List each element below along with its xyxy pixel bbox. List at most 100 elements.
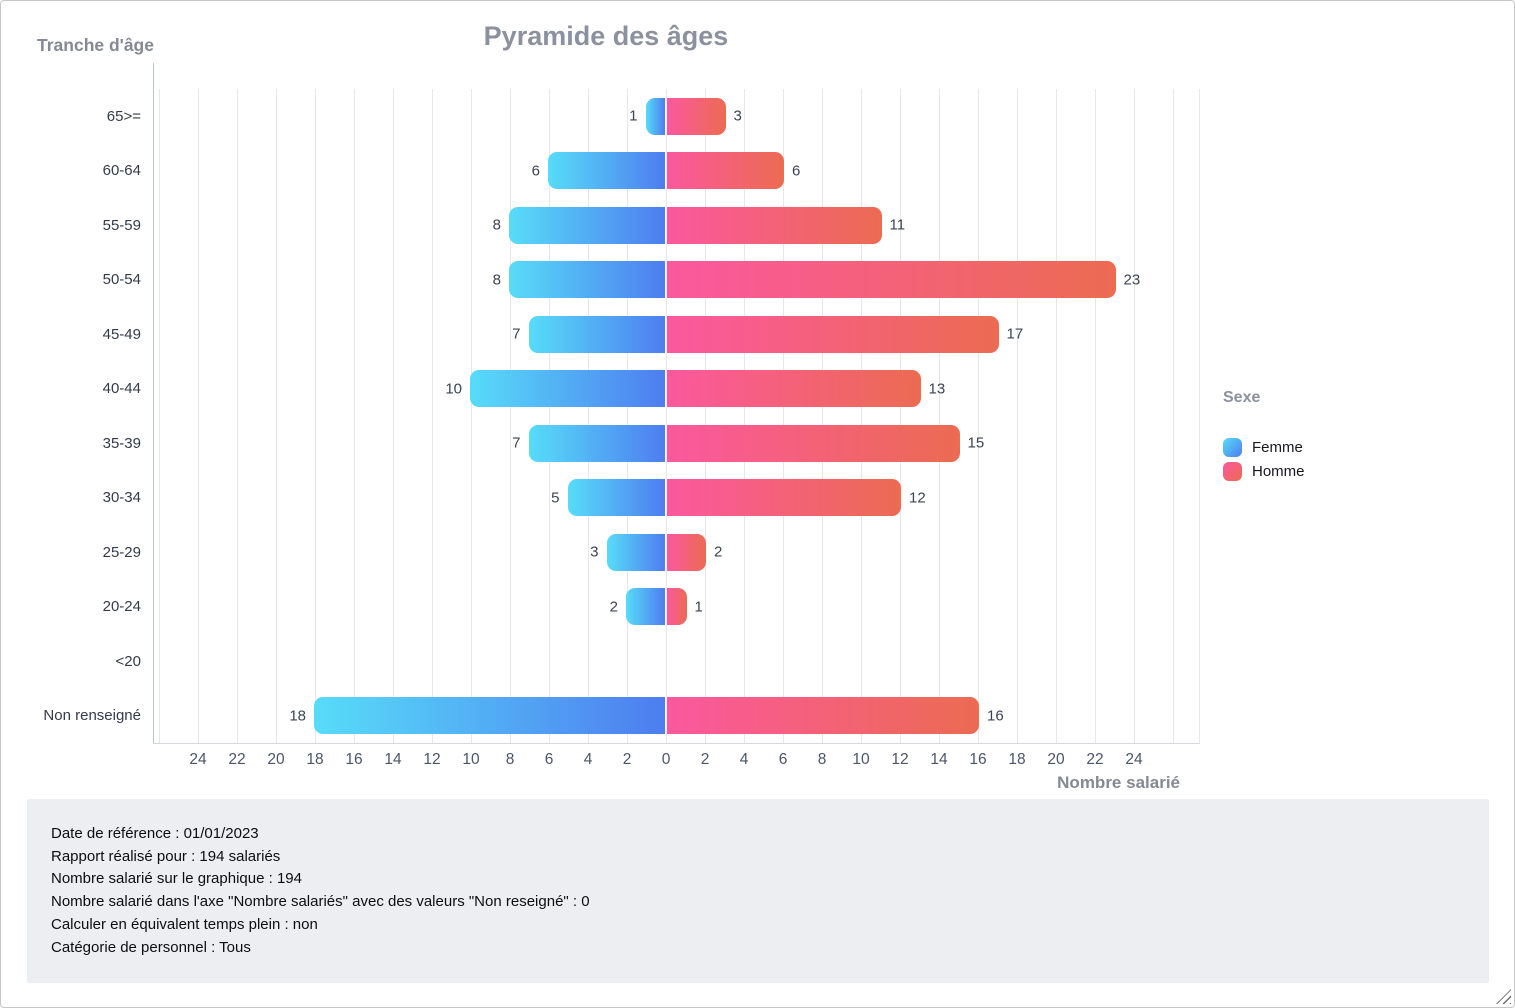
gridline	[705, 89, 706, 743]
y-axis-title: Tranche d'âge	[37, 35, 154, 55]
x-tick-label: 0	[661, 751, 671, 768]
x-tick-label: 12	[891, 751, 909, 768]
y-axis-line	[153, 63, 154, 744]
gridline	[744, 89, 745, 743]
x-tick-label: 10	[852, 751, 870, 768]
category-label: 65>=	[106, 107, 141, 125]
gridline	[315, 89, 316, 743]
bar-femme[interactable]	[470, 370, 665, 408]
x-tick-label: 22	[228, 751, 246, 768]
category-label: 45-49	[102, 325, 141, 343]
legend-item-label: Femme	[1252, 438, 1303, 456]
category-label: 55-59	[102, 216, 141, 234]
legend: Sexe Femme Homme	[1223, 389, 1305, 483]
bar-value-label: 8	[492, 271, 501, 289]
bar-femme[interactable]	[528, 424, 665, 462]
info-line: Catégorie de personnel : Tous	[51, 938, 251, 956]
gridline	[1173, 89, 1174, 743]
bar-homme[interactable]	[667, 697, 979, 735]
bar-homme[interactable]	[667, 370, 921, 408]
gridline	[1056, 89, 1057, 743]
bar-homme[interactable]	[667, 479, 901, 517]
bar-value-label: 3	[733, 107, 742, 125]
bar-femme[interactable]	[509, 206, 665, 244]
gridline	[588, 89, 589, 743]
bar-homme[interactable]	[667, 424, 960, 462]
x-tick-label: 14	[930, 751, 948, 768]
resize-handle-icon[interactable]	[1496, 989, 1511, 1004]
bar-femme[interactable]	[606, 533, 665, 571]
x-tick-label: 6	[544, 751, 554, 768]
category-label: 60-64	[102, 162, 141, 180]
legend-item-femme[interactable]: Femme	[1223, 435, 1305, 459]
bar-femme[interactable]	[645, 97, 665, 135]
bar-homme[interactable]	[667, 261, 1116, 299]
x-tick-label: 2	[700, 751, 710, 768]
bar-value-label: 1	[629, 107, 638, 125]
bar-value-label: 5	[551, 489, 560, 507]
gridline	[432, 89, 433, 743]
x-tick-label: 16	[345, 751, 363, 768]
gridline	[861, 89, 862, 743]
x-tick-label: 6	[778, 751, 788, 768]
bar-value-label: 2	[714, 543, 723, 561]
bar-homme[interactable]	[667, 315, 999, 353]
bar-value-label: 7	[512, 434, 521, 452]
bar-homme[interactable]	[667, 152, 784, 190]
x-tick-label: 16	[969, 751, 987, 768]
category-label: Non renseigné	[43, 707, 141, 725]
info-line: Nombre salarié dans l'axe "Nombre salari…	[51, 893, 590, 911]
gridline	[276, 89, 277, 743]
gridline	[666, 89, 667, 743]
gridline	[198, 89, 199, 743]
x-tick-label: 24	[189, 751, 207, 768]
bar-homme[interactable]	[667, 97, 726, 135]
homme-swatch-icon	[1223, 461, 1242, 481]
bar-homme[interactable]	[667, 588, 687, 626]
bar-femme[interactable]	[509, 261, 665, 299]
gridline	[471, 89, 472, 743]
x-tick-label: 10	[462, 751, 480, 768]
legend-item-label: Homme	[1252, 462, 1305, 480]
category-label: 50-54	[102, 271, 141, 289]
bar-value-label: 8	[492, 216, 501, 234]
gridline	[627, 89, 628, 743]
x-tick-label: 20	[1047, 751, 1065, 768]
gridline	[159, 89, 160, 743]
bar-value-label: 11	[889, 216, 906, 234]
femme-swatch-icon	[1223, 437, 1242, 457]
category-label: 25-29	[102, 543, 141, 561]
x-tick-label: 4	[739, 751, 749, 768]
bar-value-label: 15	[967, 434, 985, 452]
bar-homme[interactable]	[667, 533, 706, 571]
bar-value-label: 17	[1006, 325, 1024, 343]
category-label: 30-34	[102, 489, 141, 507]
bar-femme[interactable]	[626, 588, 665, 626]
bar-femme[interactable]	[567, 479, 665, 517]
bar-homme[interactable]	[667, 206, 882, 244]
bar-value-label: 7	[512, 325, 521, 343]
gridline	[1095, 89, 1096, 743]
legend-title: Sexe	[1223, 389, 1261, 406]
x-tick-label: 18	[1008, 751, 1026, 768]
category-label: 20-24	[102, 598, 141, 616]
bar-value-label: 23	[1123, 271, 1141, 289]
bar-value-label: 18	[289, 707, 306, 725]
x-tick-label: 4	[583, 751, 593, 768]
bar-femme[interactable]	[314, 697, 665, 735]
x-axis-title: Nombre salarié	[1057, 773, 1180, 792]
bar-femme[interactable]	[528, 315, 665, 353]
bar-value-label: 2	[609, 598, 618, 616]
bar-value-label: 13	[928, 380, 946, 398]
gridline	[354, 89, 355, 743]
legend-item-homme[interactable]: Homme	[1223, 459, 1305, 483]
gridline	[237, 89, 238, 743]
bar-value-label: 3	[590, 543, 599, 561]
x-tick-label: 8	[505, 751, 515, 768]
bar-femme[interactable]	[548, 152, 665, 190]
x-tick-label: 14	[384, 751, 402, 768]
category-label: 40-44	[102, 380, 141, 398]
bar-value-label: 6	[531, 162, 540, 180]
chart-title: Pyramide des âges	[483, 21, 729, 51]
